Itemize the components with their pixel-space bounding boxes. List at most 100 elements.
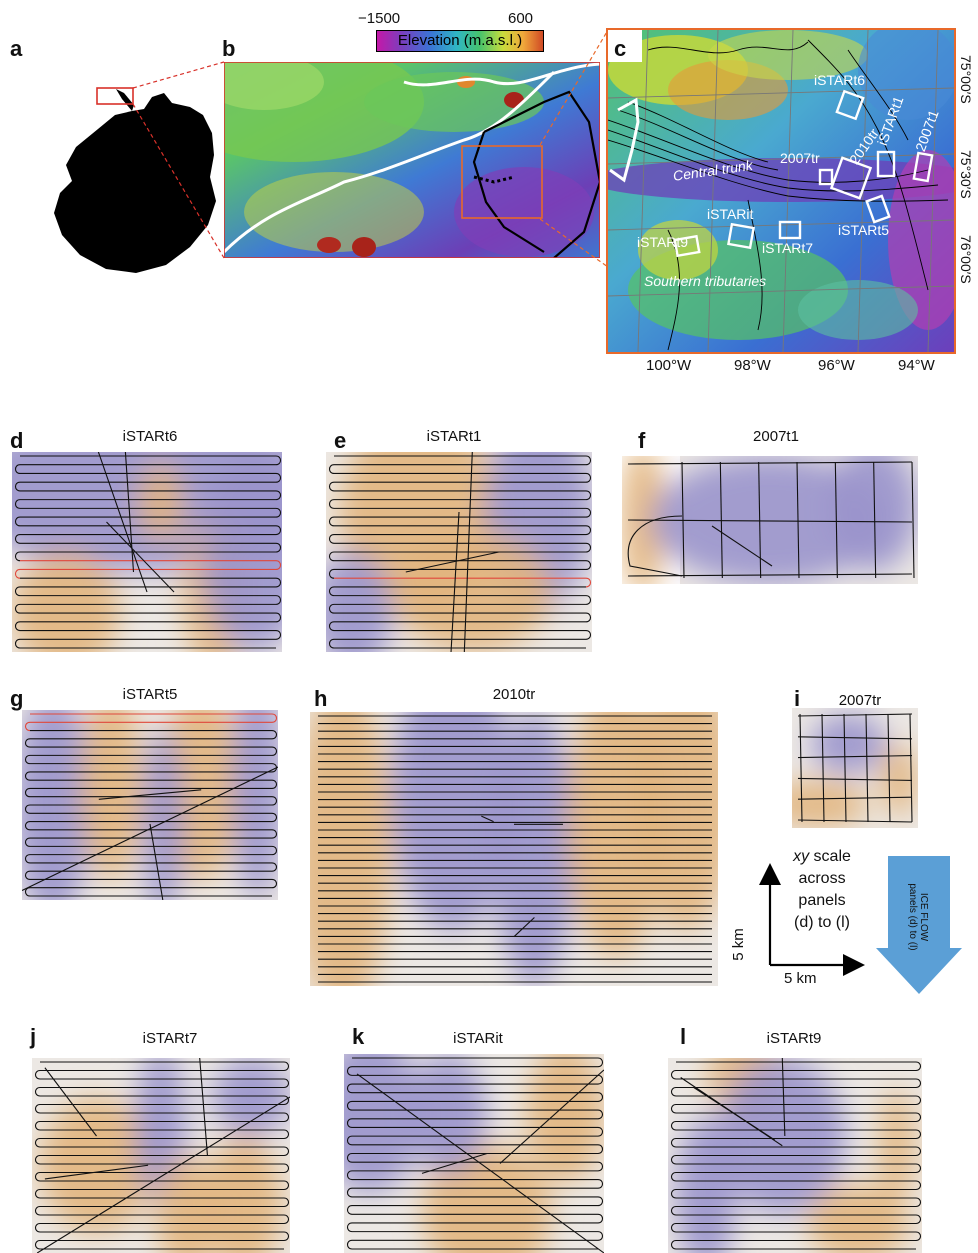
anomaly-blob-0 (810, 714, 887, 774)
anomaly-blob-2 (392, 532, 553, 652)
panel-title-h: 2010tr (492, 686, 536, 703)
antarctica-map (54, 87, 216, 273)
panel-title-i: 2007tr (838, 692, 882, 709)
survey-plot-g (22, 710, 278, 900)
map-c-background (608, 30, 954, 352)
panel-label-a: a (10, 36, 23, 61)
panel-label-b: b (222, 36, 236, 61)
panel-label-e: e (334, 428, 347, 453)
panel-label-h: h (314, 686, 328, 711)
survey-tracks-f (627, 461, 915, 579)
label-2007tr: 2007tr (780, 150, 820, 166)
anomaly-blob-1 (12, 552, 120, 652)
lon-label-98w: 98°W (734, 357, 771, 374)
survey-panel-j (32, 1058, 290, 1253)
lon-label-100w: 100°W (646, 357, 692, 374)
panel-label-j: j (30, 1024, 37, 1049)
survey-panel-d (12, 452, 282, 652)
anomaly-blob-4 (675, 1116, 737, 1253)
panel-label-g: g (10, 686, 24, 711)
anomaly-blob-4 (212, 1058, 290, 1136)
zoom-connector-lines-c (540, 29, 609, 268)
survey-plot-j (32, 1058, 290, 1253)
label-istart9: iSTARt9 (637, 234, 689, 250)
survey-panel-g (22, 710, 278, 900)
label-istart7: iSTARt7 (762, 240, 814, 256)
survey-tracks-h (318, 715, 712, 983)
xy-scale-caption-italic: xy (793, 848, 810, 865)
xy-scale-bar (759, 863, 865, 976)
anomaly-blob-1 (718, 1058, 846, 1214)
panel-title-f: 2007t1 (753, 428, 799, 445)
lat-label-75-00: 75°00′S (958, 55, 974, 104)
anomaly-blob-3 (409, 1054, 487, 1174)
anomaly-blob-1 (792, 780, 868, 828)
panel-label-l: l (680, 1024, 687, 1049)
anomaly-blob-4 (636, 712, 718, 932)
xy-scale-caption-2: across (798, 870, 846, 887)
elevation-colorbar: Elevation (m.a.s.l.) (376, 30, 544, 52)
panel-title-j: iSTARt7 (142, 1030, 198, 1047)
survey-panel-k (344, 1054, 604, 1253)
survey-panel-h (310, 712, 718, 986)
anomaly-blob-2 (155, 1155, 218, 1253)
xy-scale-caption: xy scale across panels (d) to (l) (782, 846, 862, 934)
lat-label-75-30: 75°30′S (958, 150, 974, 199)
label-istart5: iSTARt5 (838, 222, 890, 238)
anomaly-blob-3 (807, 1184, 910, 1253)
survey-plot-f (622, 456, 918, 584)
panel-label-i: i (794, 686, 801, 711)
panel-label-d: d (10, 428, 24, 453)
survey-plot-l (668, 1058, 922, 1253)
xy-scale-caption-3: panels (798, 892, 846, 909)
panel-title-k: iSTARit (453, 1030, 503, 1047)
colorbar-min: −1500 (358, 10, 401, 27)
panel-title-d: iSTARt6 (122, 428, 178, 445)
survey-panel-l (668, 1058, 922, 1253)
colorbar-max: 600 (508, 10, 534, 27)
anomaly-blob-1 (391, 712, 514, 932)
survey-tracks-g (22, 713, 278, 900)
scale-x-label: 5 km (784, 970, 817, 987)
panel-label-c: c (614, 36, 627, 61)
anomaly-blob-3 (326, 552, 393, 652)
ice-flow-label: ICE FLOW panels (d) to (l) (907, 867, 929, 967)
anomaly-blob-0 (344, 1054, 422, 1194)
anomaly-blob-2 (493, 712, 576, 986)
survey-panel-e (326, 452, 592, 652)
label-istarit: iSTARit (707, 206, 754, 222)
label-southern-tributaries: Southern tributaries (644, 273, 767, 289)
ice-flow-label-2: panels (d) to (l) (907, 883, 918, 951)
panel-label-c-bg (608, 30, 642, 62)
zoom-connector-lines (132, 61, 225, 259)
anomaly-blob-0 (310, 712, 392, 986)
survey-tracks-i (797, 713, 913, 823)
anomaly-blob-2 (878, 1087, 915, 1205)
lat-label-76-00: 76°00′S (958, 235, 974, 284)
elevation-map-b (224, 62, 600, 258)
anomaly-blob-2 (829, 456, 918, 572)
lon-label-96w: 96°W (818, 357, 855, 374)
label-istart6: iSTARt6 (814, 72, 866, 88)
survey-tracks-e (328, 452, 592, 652)
scale-y-label: 5 km (729, 928, 747, 961)
map-panel-c (606, 28, 956, 354)
anomaly-blob-1 (651, 456, 889, 584)
panel-label-k: k (352, 1024, 365, 1049)
survey-tracks-j (34, 1058, 290, 1253)
survey-plot-i (792, 708, 918, 828)
colorbar-label: Elevation (m.a.s.l.) (397, 32, 523, 49)
ice-flow-label-1: ICE FLOW (918, 892, 929, 942)
survey-panel-i (792, 708, 918, 828)
survey-panel-f (622, 456, 918, 584)
survey-plot-d (12, 452, 282, 652)
panel-title-l: iSTARt9 (766, 1030, 822, 1047)
panel-title-g: iSTARt5 (122, 686, 178, 703)
survey-tracks-k (346, 1057, 604, 1253)
panel-label-f: f (638, 428, 646, 453)
panel-title-e: iSTARt1 (426, 428, 482, 445)
survey-tracks-d (14, 452, 282, 649)
survey-plot-h (310, 712, 718, 986)
survey-plot-e (326, 452, 592, 652)
ice-flow-arrow (876, 856, 962, 994)
